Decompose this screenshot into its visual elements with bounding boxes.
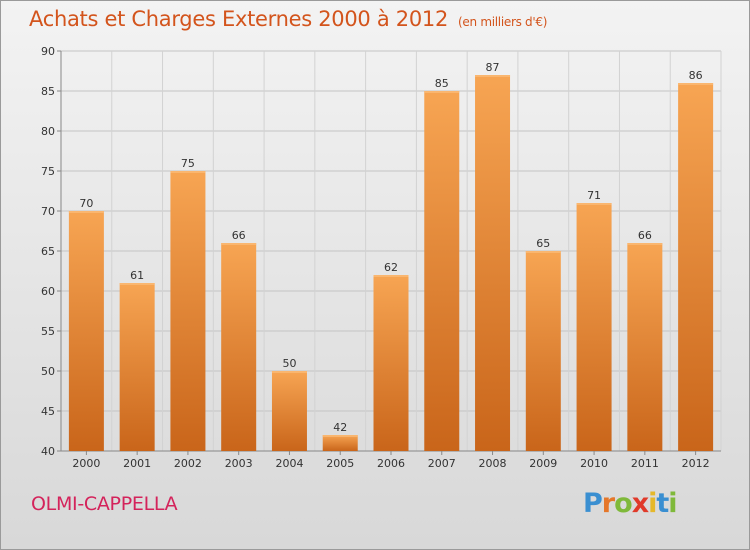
bar-highlight	[221, 243, 257, 245]
bar	[627, 243, 663, 451]
bar-highlight	[322, 435, 358, 437]
bar-highlight	[576, 203, 612, 205]
bar	[424, 91, 460, 451]
bar	[678, 83, 714, 451]
bar-value-label: 85	[435, 77, 449, 90]
brand-letter: t	[656, 488, 669, 519]
x-tick-label: 2002	[174, 457, 202, 470]
bar-highlight	[119, 283, 155, 285]
x-tick-label: 2010	[580, 457, 608, 470]
bar-highlight	[68, 211, 104, 213]
brand-letter: x	[631, 488, 649, 519]
brand-logo: Proxiti	[583, 488, 678, 519]
y-tick-label: 60	[41, 285, 55, 298]
bar	[475, 75, 511, 451]
bar-highlight	[525, 251, 561, 253]
bar-value-label: 86	[689, 69, 703, 82]
location-name: OLMI-CAPPELLA	[31, 493, 178, 515]
bar-value-label: 75	[181, 157, 195, 170]
y-tick-label: 55	[41, 325, 55, 338]
bar-value-label: 65	[536, 237, 550, 250]
bar-highlight	[424, 91, 460, 93]
bars	[68, 75, 714, 451]
bar	[525, 251, 561, 451]
chart-unit: (en milliers d'€)	[458, 15, 548, 29]
bar-value-label: 42	[333, 421, 347, 434]
brand-letter: i	[668, 488, 677, 519]
bar-value-label: 70	[79, 197, 93, 210]
x-tick-label: 2003	[225, 457, 253, 470]
y-tick-label: 65	[41, 245, 55, 258]
x-tick-label: 2001	[123, 457, 151, 470]
y-tick-label: 50	[41, 365, 55, 378]
bar-highlight	[373, 275, 409, 277]
y-tick-label: 75	[41, 165, 55, 178]
y-tick-label: 85	[41, 85, 55, 98]
bar	[119, 283, 155, 451]
bar-value-label: 66	[638, 229, 652, 242]
x-tick-label: 2012	[682, 457, 710, 470]
x-tick-label: 2000	[72, 457, 100, 470]
y-tick-label: 80	[41, 125, 55, 138]
x-tick-label: 2011	[631, 457, 659, 470]
y-tick-label: 45	[41, 405, 55, 418]
x-tick-label: 2006	[377, 457, 405, 470]
bar	[373, 275, 409, 451]
brand-letter: r	[601, 488, 615, 519]
y-tick-label: 40	[41, 445, 55, 458]
brand-letter: P	[583, 488, 603, 519]
chart-title-text: Achats et Charges Externes 2000 à 2012	[29, 7, 449, 31]
bar	[221, 243, 257, 451]
x-tick-label: 2004	[275, 457, 303, 470]
bar-highlight	[170, 171, 206, 173]
bar	[322, 435, 358, 451]
bar-value-label: 61	[130, 269, 144, 282]
y-tick-label: 90	[41, 45, 55, 58]
bar-value-label: 66	[232, 229, 246, 242]
bar-highlight	[271, 371, 307, 373]
bar-highlight	[627, 243, 663, 245]
brand-letter: o	[614, 488, 633, 519]
chart-title: Achats et Charges Externes 2000 à 2012 (e…	[29, 7, 547, 31]
bar-value-label: 71	[587, 189, 601, 202]
bar	[271, 371, 307, 451]
x-tick-label: 2008	[479, 457, 507, 470]
bar-highlight	[678, 83, 714, 85]
x-tick-label: 2009	[529, 457, 557, 470]
brand-letter: i	[648, 488, 657, 519]
bar-value-label: 62	[384, 261, 398, 274]
x-tick-label: 2007	[428, 457, 456, 470]
x-tick-label: 2005	[326, 457, 354, 470]
bar	[68, 211, 104, 451]
bar-highlight	[475, 75, 511, 77]
bar-value-label: 87	[486, 61, 500, 74]
y-tick-label: 70	[41, 205, 55, 218]
bar-value-label: 50	[282, 357, 296, 370]
bar	[576, 203, 612, 451]
data-labels: 70 61 75 66 50 42 62 85 87 65 71 66 86	[79, 61, 702, 434]
bar	[170, 171, 206, 451]
